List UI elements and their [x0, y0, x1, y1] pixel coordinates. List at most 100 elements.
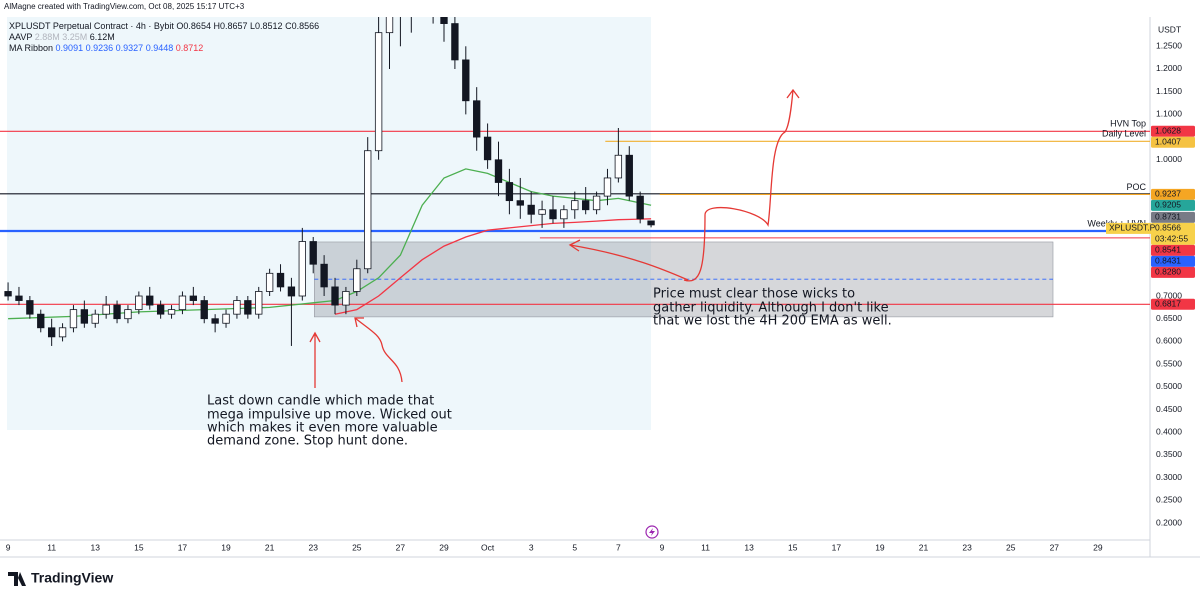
brand-name: TradingView [31, 570, 113, 586]
symbol-tag-bg [1106, 222, 1151, 234]
y-tick-label: 1.2000 [1156, 63, 1182, 73]
candle-body [135, 295, 143, 311]
candle-body [47, 327, 56, 338]
y-tick-label: 1.1500 [1156, 86, 1182, 96]
price-label: 0.8431 [1155, 256, 1181, 266]
candle-body [26, 300, 34, 315]
y-tick-label: 0.7000 [1156, 290, 1182, 300]
price-label: 0.9237 [1155, 189, 1181, 199]
alert-icon [645, 525, 659, 539]
y-tick-label: 0.2000 [1156, 517, 1182, 527]
price-label-bg [1151, 211, 1195, 223]
price-label-bg [1151, 255, 1195, 267]
price-label: 0.9205 [1155, 200, 1181, 210]
y-tick-label: 1.2500 [1156, 41, 1182, 51]
candle-body [4, 291, 12, 297]
y-tick-label: 0.4500 [1156, 404, 1182, 414]
candle-body [582, 200, 590, 211]
annotation-line: which makes it even more valuable [207, 421, 438, 436]
candle-body [113, 304, 121, 320]
indicator-value: 0.9091 [56, 43, 84, 53]
candle-body [69, 309, 78, 329]
candle-body [374, 32, 383, 152]
indicator-name: AAVP [9, 32, 32, 42]
x-tick-label: 9 [660, 542, 665, 552]
indicator-value: 0.9327 [116, 43, 144, 53]
x-tick-label: 27 [396, 542, 406, 552]
annotation-line: demand zone. Stop hunt done. [207, 434, 408, 449]
level-label: Daily Level [1102, 129, 1146, 139]
candle-body [91, 313, 99, 324]
candle-body [647, 220, 655, 226]
x-tick-label: 21 [919, 542, 929, 552]
x-tick-label: 7 [616, 542, 621, 552]
price-label-bg [1151, 199, 1195, 211]
price-label-bg [1151, 222, 1195, 245]
candle-body [483, 136, 492, 161]
candle-body [156, 304, 165, 315]
candle-body [538, 209, 546, 215]
annotation-line: Price must clear those wicks to [653, 287, 855, 302]
x-tick-label: 17 [832, 542, 842, 552]
y-tick-label: 0.2500 [1156, 495, 1182, 505]
candle-body [614, 154, 623, 179]
candle-body [527, 204, 535, 215]
level-label: HVN Top [1110, 119, 1146, 129]
y-tick-label: 0.5500 [1156, 358, 1182, 368]
x-tick-label: 23 [308, 542, 318, 552]
y-tick-label: 0.4000 [1156, 426, 1182, 436]
x-tick-label: 9 [6, 542, 11, 552]
price-label-bg [1151, 298, 1195, 310]
x-tick-label: 25 [1006, 542, 1016, 552]
candle-body [276, 272, 285, 288]
candle-body [287, 286, 296, 297]
price-label: 0.8566 [1155, 223, 1181, 233]
candle-body [124, 309, 132, 320]
candle-body [462, 59, 470, 102]
candle-body [233, 300, 241, 315]
candle-body [571, 200, 579, 211]
indicator-value: 0.9448 [146, 43, 174, 53]
x-tick-label: 27 [1050, 542, 1060, 552]
x-tick-label: 17 [178, 542, 188, 552]
price-label-bg [1151, 188, 1195, 200]
level-label: POC [1126, 182, 1146, 192]
x-tick-label: 23 [962, 542, 972, 552]
candle-body [451, 23, 459, 61]
x-tick-label: 29 [1093, 542, 1103, 552]
price-label-bg [1151, 125, 1195, 137]
indicator-name: MA Ribbon [9, 43, 53, 53]
y-tick-label: 0.3500 [1156, 449, 1182, 459]
indicator-value: 2.88M [35, 32, 60, 42]
candle-body [102, 304, 110, 315]
annotation-line: gather liquidity. Although I don't like [653, 301, 889, 316]
candle-body [331, 286, 339, 306]
x-tick-label: 15 [788, 542, 798, 552]
credit: AlMagne created with TradingView.com, Oc… [4, 2, 245, 11]
countdown: 03:42:55 [1155, 234, 1188, 244]
candle-body [222, 313, 230, 324]
indicator-value: 0.9236 [86, 43, 114, 53]
candle-body [342, 291, 350, 306]
candle-body [37, 313, 45, 329]
highlight-range [7, 17, 651, 430]
arrow [309, 331, 321, 388]
candle-body [309, 241, 317, 265]
symbol-tag: XPLUSDT.P [1109, 223, 1156, 233]
x-tick-label: 13 [744, 542, 754, 552]
candle-body [592, 195, 601, 211]
symbol: XPLUSDT Perpetual Contract · 4h · Bybit [9, 21, 174, 31]
ohlc: L0.8512 [250, 21, 283, 31]
x-tick-label: 13 [91, 542, 101, 552]
price-label: 0.6817 [1155, 299, 1181, 309]
brand: TradingView [8, 570, 113, 586]
arrow [568, 239, 689, 281]
candle-body [385, 17, 394, 34]
arrow [354, 317, 403, 383]
ma-line [334, 218, 652, 315]
y-tick-label: 1.1000 [1156, 109, 1182, 119]
drawings [309, 88, 800, 388]
candle-body [353, 268, 361, 292]
candle-body [189, 295, 198, 301]
